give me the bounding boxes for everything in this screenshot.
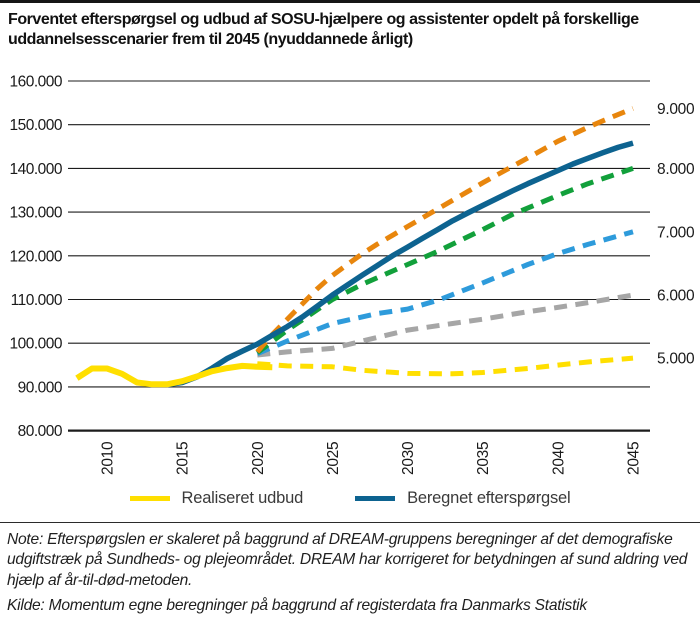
x-axis-tick-label: 2030 — [400, 441, 417, 475]
legend-swatch-yellow — [129, 496, 170, 501]
legend-label: Realiseret udbud — [181, 489, 304, 507]
series-line — [255, 106, 634, 354]
x-axis-tick-label: 2010 — [100, 441, 117, 475]
x-axis-tick-label: 2020 — [250, 441, 267, 475]
chart-source: Kilde: Momentum egne beregninger på bagg… — [7, 597, 587, 614]
y-axis-tick-label: 90.000 — [18, 379, 63, 396]
chart-note: Note: Efterspørgslen er skaleret på bagg… — [7, 531, 688, 589]
legend-label: Beregnet efterspørgsel — [407, 489, 571, 507]
series-line — [75, 362, 273, 388]
chart-legend: Realiseret udbud Beregnet efterspørgsel — [0, 489, 700, 508]
y-axis-tick-label: 160.000 — [9, 74, 62, 91]
y-axis-tick-label: 140.000 — [9, 161, 62, 178]
chart-title-line1: Forventet efterspørgsel og udbud af SOSU… — [8, 11, 639, 28]
y-axis-tick-label: 80.000 — [18, 423, 63, 440]
x-axis-tick-label: 2025 — [325, 442, 342, 475]
y-axis-tick-label: 130.000 — [9, 205, 62, 222]
y-axis-tick-label: 100.000 — [9, 336, 62, 353]
legend-swatch-teal — [355, 496, 396, 501]
series-line — [255, 166, 634, 355]
scenario-end-label: 7.000 — [657, 224, 695, 241]
x-axis-tick-label: 2015 — [175, 442, 192, 475]
x-axis-tick-label: 2035 — [475, 442, 492, 475]
y-axis-tick-label: 150.000 — [9, 117, 62, 134]
series-line — [166, 140, 634, 388]
y-axis-tick-label: 110.000 — [11, 292, 63, 309]
line-chart-canvas: 160.000 150.000 140.000 130.000 120.000 110.0… — [9, 74, 695, 476]
legend-item-realiseret-udbud: Realiseret udbud — [129, 489, 304, 508]
scenario-end-label: 9.000 — [657, 101, 695, 118]
series-line — [256, 229, 634, 357]
scenario-end-label: 5.000 — [657, 351, 695, 368]
series-line — [257, 355, 634, 377]
x-axis-tick-label: 2040 — [550, 441, 567, 475]
x-axis-tick-label: 2045 — [625, 442, 642, 475]
legend-item-beregnet-efterspoergsel: Beregnet efterspørgsel — [355, 489, 571, 508]
scenario-end-label: 6.000 — [657, 288, 695, 305]
scenario-end-label: 8.000 — [657, 161, 695, 178]
chart-title-line2: uddannelsesscenarier frem til 2045 (nyud… — [8, 31, 413, 49]
series-line — [257, 292, 634, 358]
footer-divider — [0, 522, 700, 523]
y-axis-tick-label: 120.000 — [9, 248, 62, 265]
chart-title: Forventet efterspørgsel og udbud af SOSU… — [8, 10, 696, 51]
